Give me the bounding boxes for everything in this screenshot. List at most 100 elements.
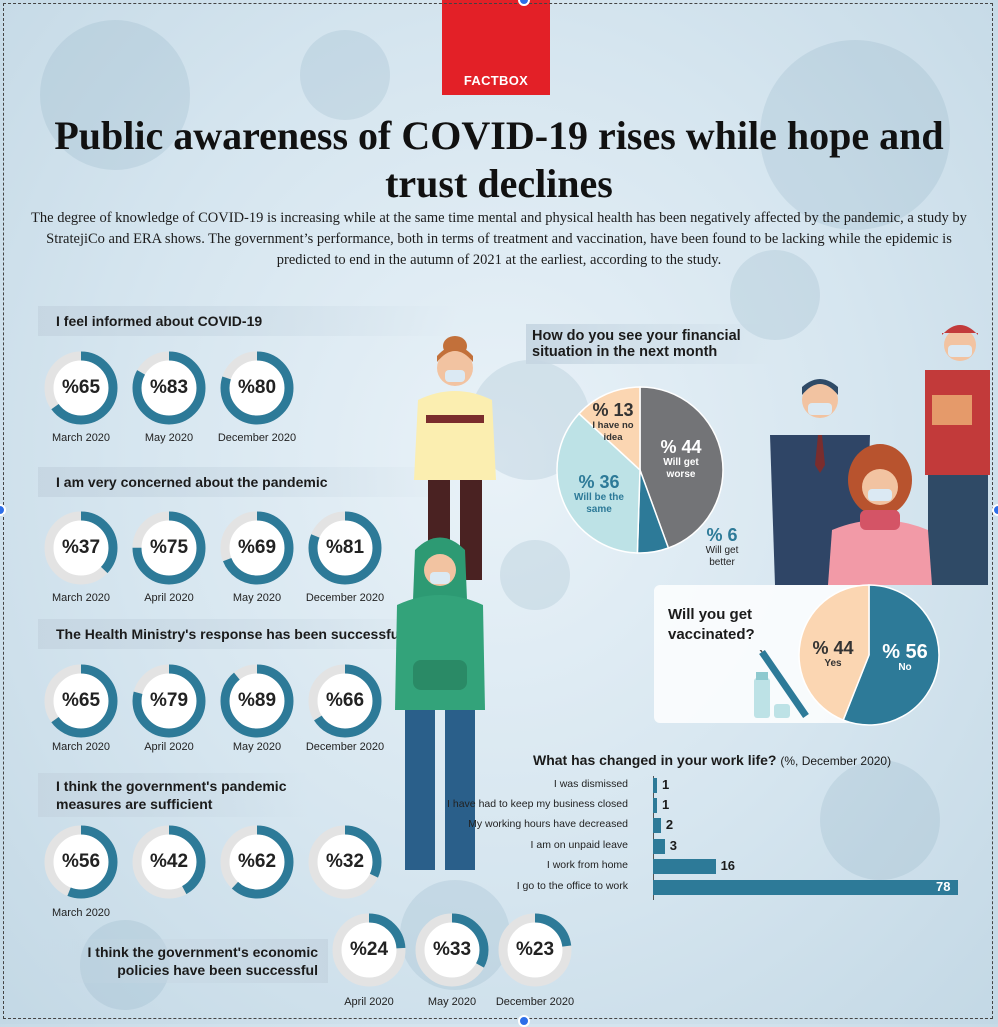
donut-arc — [308, 511, 382, 585]
donut-ring: %42 — [130, 823, 208, 901]
financial-pie-chart — [556, 386, 724, 554]
bar-row: My working hours have decreased 2 — [360, 817, 980, 834]
donut-ring: %83 — [130, 349, 208, 427]
donut-svg — [308, 511, 382, 585]
pie-pct: % 6 — [706, 525, 738, 545]
donut-value: %66 — [325, 690, 365, 711]
donut-svg — [132, 351, 206, 425]
pie-label-yes: % 44 Yes — [804, 638, 862, 670]
donut-ring: %37 — [42, 509, 120, 587]
pie-pct: % 44 — [812, 638, 854, 658]
donut-value: %37 — [61, 537, 101, 558]
donut-value: %56 — [61, 851, 101, 872]
donut-ring: %65 — [42, 662, 120, 740]
people-group-illustration — [770, 325, 990, 585]
bar-value-label: 78 — [936, 879, 951, 894]
question-informed: I feel informed about COVID-19 — [38, 306, 458, 336]
donut-svg — [415, 913, 489, 987]
donut-svg — [220, 511, 294, 585]
resize-handle-right[interactable] — [992, 504, 998, 516]
bar-row: I have had to keep my business closed 1 — [360, 797, 980, 814]
man-green-hoodie-illustration — [395, 537, 485, 870]
donut-value: %83 — [149, 377, 189, 398]
bar-axis — [653, 776, 654, 900]
work-life-title: What has changed in your work life? (%, … — [533, 752, 891, 768]
intro-paragraph: The degree of knowledge of COVID-19 is i… — [31, 210, 967, 268]
question-concerned: I am very concerned about the pandemic — [38, 467, 458, 497]
donut-value: %69 — [237, 537, 277, 558]
bar-rect — [653, 798, 657, 813]
donut-svg — [220, 664, 294, 738]
donut-date-label: April 2020 — [144, 592, 194, 604]
donut-arc — [44, 825, 118, 899]
pie-slice — [639, 386, 724, 549]
resize-handle-left[interactable] — [0, 504, 6, 516]
work-life-question: What has changed in your work life? — [533, 752, 777, 768]
donut-value: %32 — [325, 851, 365, 872]
donut-svg — [132, 664, 206, 738]
donut-date-label: December 2020 — [217, 432, 297, 444]
donut-date-label: March 2020 — [51, 741, 111, 753]
donut-svg — [132, 511, 206, 585]
donut-value: %79 — [149, 690, 189, 711]
donut-date-label: March 2020 — [51, 592, 111, 604]
pie-caption: I have no idea — [592, 420, 634, 443]
donut-date-label: April 2020 — [144, 741, 194, 753]
bar-value-label: 1 — [662, 797, 670, 812]
donut-arc — [308, 825, 382, 899]
donut-svg — [44, 664, 118, 738]
donut-svg — [220, 825, 294, 899]
donut-ring: %79 — [130, 662, 208, 740]
pie-slice — [577, 386, 641, 472]
donut-arc — [44, 351, 118, 425]
virus-decoration — [300, 30, 390, 120]
donut-date-label: May 2020 — [427, 996, 477, 1008]
pie-caption: Yes — [824, 658, 842, 669]
bar-category-label: I work from home — [546, 859, 628, 871]
donut-arc — [132, 351, 206, 425]
donut-arc — [44, 511, 118, 585]
syringe-vial-icon — [754, 650, 809, 718]
donut-ring: %32 — [306, 823, 384, 901]
donut-ring: %75 — [130, 509, 208, 587]
bar-value-label: 3 — [669, 838, 677, 853]
pie-label-same: % 36 Will be the same — [567, 472, 631, 516]
donut-value: %33 — [432, 939, 472, 960]
question-financial-situation: How do you see your financial situation … — [526, 324, 776, 364]
donut-value: %81 — [325, 537, 365, 558]
donut-arc — [498, 913, 572, 987]
resize-handle-top[interactable] — [518, 0, 530, 6]
pie-pct: % 13 — [592, 400, 634, 420]
pie-slice — [798, 584, 870, 722]
pie-slice — [556, 412, 641, 554]
donut-date-label: May 2020 — [232, 592, 282, 604]
donut-arc — [44, 664, 118, 738]
virus-decoration — [500, 540, 570, 610]
donut-svg — [44, 825, 118, 899]
donut-svg — [44, 511, 118, 585]
donut-svg — [498, 913, 572, 987]
virus-decoration — [40, 20, 190, 170]
pie-label-no: % 56 No — [874, 642, 936, 674]
donut-date-label: March 2020 — [51, 907, 111, 919]
pie-slice — [842, 584, 940, 726]
bar-row: I work from home 16 — [360, 858, 980, 875]
donut-date-label: March 2020 — [51, 432, 111, 444]
donut-date-label: April 2020 — [344, 996, 394, 1008]
donut-ring: %33 — [413, 911, 491, 989]
bar-value-label: 2 — [665, 817, 674, 832]
vaccine-pie-chart — [798, 584, 940, 726]
donut-date-label: December 2020 — [305, 741, 385, 753]
bar-rect — [653, 818, 661, 833]
donut-svg — [308, 825, 382, 899]
pie-pct: % 36 — [578, 472, 620, 492]
donut-svg — [44, 351, 118, 425]
pie-caption: Will be the same — [574, 492, 624, 515]
pie-label-better: % 6 Will get better — [696, 525, 748, 569]
pie-pct: % 56 — [882, 641, 928, 663]
donut-value: %65 — [61, 690, 101, 711]
bar-rect — [653, 859, 716, 874]
donut-ring: %62 — [218, 823, 296, 901]
resize-handle-bottom[interactable] — [518, 1015, 530, 1027]
donut-date-label: December 2020 — [495, 996, 575, 1008]
